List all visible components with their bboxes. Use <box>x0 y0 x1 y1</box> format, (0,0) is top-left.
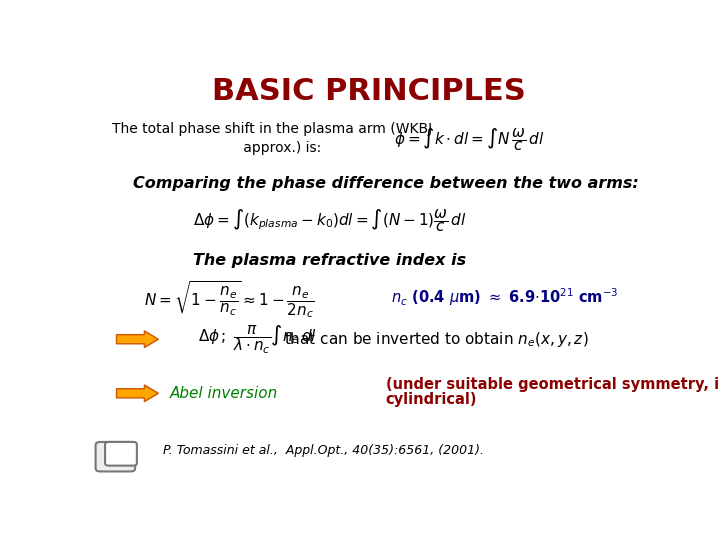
Text: $\phi = \int k \cdot dl = \int N\,\dfrac{\omega}{c}\,dl$: $\phi = \int k \cdot dl = \int N\,\dfrac… <box>395 126 544 153</box>
Text: Abel inversion: Abel inversion <box>170 386 278 401</box>
Text: The plasma refractive index is: The plasma refractive index is <box>194 253 467 268</box>
Text: BASIC PRINCIPLES: BASIC PRINCIPLES <box>212 77 526 106</box>
Text: $n_c$ (0.4 $\mu$m) $\approx$ 6.9$\cdot$10$^{21}$ cm$^{-3}$: $n_c$ (0.4 $\mu$m) $\approx$ 6.9$\cdot$1… <box>392 287 618 308</box>
Text: that can be inverted to obtain $n_e(x,y,z)$: that can be inverted to obtain $n_e(x,y,… <box>284 330 588 349</box>
Text: cylindrical): cylindrical) <box>386 392 477 407</box>
FancyBboxPatch shape <box>96 442 135 471</box>
Text: P. Tomassini et al.,  Appl.Opt., 40(35):6561, (2001).: P. Tomassini et al., Appl.Opt., 40(35):6… <box>163 444 484 457</box>
Text: (under suitable geometrical symmetry, i.e.: (under suitable geometrical symmetry, i.… <box>386 377 720 393</box>
Text: Comparing the phase difference between the two arms:: Comparing the phase difference between t… <box>133 176 639 191</box>
Text: $\Delta\phi\,;\;\dfrac{\pi}{\lambda\cdot n_c}\int n_e\,dl$: $\Delta\phi\,;\;\dfrac{\pi}{\lambda\cdot… <box>198 323 317 355</box>
FancyArrow shape <box>117 385 158 402</box>
Text: The total phase shift in the plasma arm (WKBJ: The total phase shift in the plasma arm … <box>112 122 433 136</box>
Text: approx.) is:: approx.) is: <box>112 141 322 155</box>
Text: $\Delta\phi = \int(k_{plasma} - k_0)dl = \int(N-1)\dfrac{\omega}{c}\,dl$: $\Delta\phi = \int(k_{plasma} - k_0)dl =… <box>193 207 467 234</box>
FancyBboxPatch shape <box>105 442 137 465</box>
FancyArrow shape <box>117 331 158 348</box>
Text: $N = \sqrt{1 - \dfrac{n_e}{n_c}} \approx 1 - \dfrac{n_e}{2n_c}$: $N = \sqrt{1 - \dfrac{n_e}{n_c}} \approx… <box>144 279 315 320</box>
